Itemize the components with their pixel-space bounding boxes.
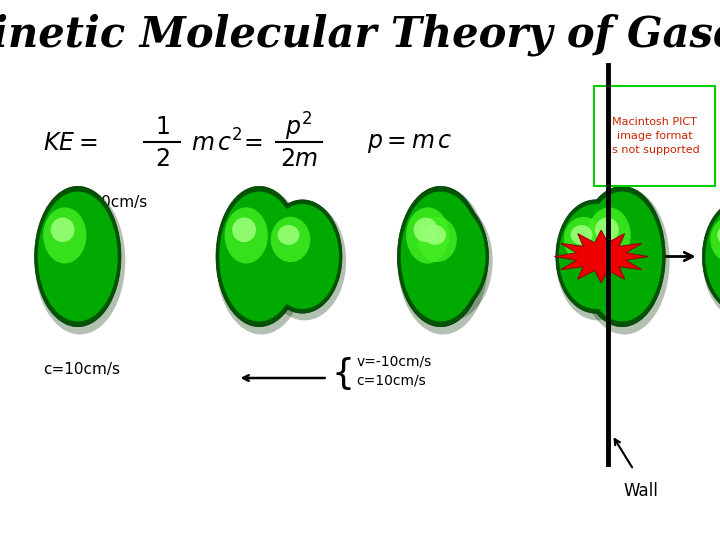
Text: $\{$: $\{$ [331,355,351,392]
Ellipse shape [406,207,449,264]
Ellipse shape [397,186,484,327]
Ellipse shape [413,218,438,242]
Ellipse shape [595,218,619,242]
Text: $KE =$: $KE =$ [43,131,97,155]
Ellipse shape [556,200,635,313]
Ellipse shape [717,225,720,245]
Ellipse shape [417,217,456,262]
Ellipse shape [216,186,302,327]
Ellipse shape [410,201,492,320]
Ellipse shape [271,217,310,262]
Text: +x: +x [702,247,720,266]
Ellipse shape [413,204,485,309]
Text: $2$: $2$ [155,147,169,171]
Ellipse shape [400,192,481,321]
Text: $1$: $1$ [155,115,169,139]
Ellipse shape [43,207,86,264]
Text: $p^{2}$: $p^{2}$ [285,111,312,143]
Ellipse shape [263,200,342,313]
Text: $p = m\,c$: $p = m\,c$ [367,131,453,155]
Text: v=+10cm/s: v=+10cm/s [58,195,148,210]
Text: c=10cm/s: c=10cm/s [43,362,120,377]
Ellipse shape [579,187,670,334]
Ellipse shape [556,201,639,320]
Ellipse shape [216,187,307,334]
Ellipse shape [232,218,256,242]
Text: Wall: Wall [624,482,658,501]
Ellipse shape [35,187,125,334]
Ellipse shape [397,187,488,334]
Ellipse shape [711,217,720,262]
Ellipse shape [564,217,603,262]
Ellipse shape [38,192,118,321]
Ellipse shape [50,218,75,242]
Ellipse shape [703,201,720,320]
Ellipse shape [703,200,720,313]
Text: $m\,c^{2}\!=\!$: $m\,c^{2}\!=\!$ [191,130,263,157]
Ellipse shape [579,186,665,327]
Polygon shape [554,230,648,283]
Bar [594,86,715,186]
Text: Kinetic Molecular Theory of Gases: Kinetic Molecular Theory of Gases [0,14,720,56]
Ellipse shape [424,225,446,245]
Ellipse shape [571,225,593,245]
Ellipse shape [706,204,720,309]
Text: v=-10cm/s: v=-10cm/s [356,355,432,369]
Text: Macintosh PICT
image format
is not supported: Macintosh PICT image format is not suppo… [609,117,700,156]
Ellipse shape [219,192,300,321]
Ellipse shape [35,186,121,327]
Ellipse shape [559,204,632,309]
Ellipse shape [582,192,662,321]
Ellipse shape [409,200,488,313]
Ellipse shape [278,225,300,245]
Ellipse shape [266,204,339,309]
Text: $2m$: $2m$ [280,147,318,171]
Text: c=10cm/s: c=10cm/s [356,374,426,388]
Ellipse shape [225,207,268,264]
Ellipse shape [588,207,631,264]
Ellipse shape [263,201,346,320]
